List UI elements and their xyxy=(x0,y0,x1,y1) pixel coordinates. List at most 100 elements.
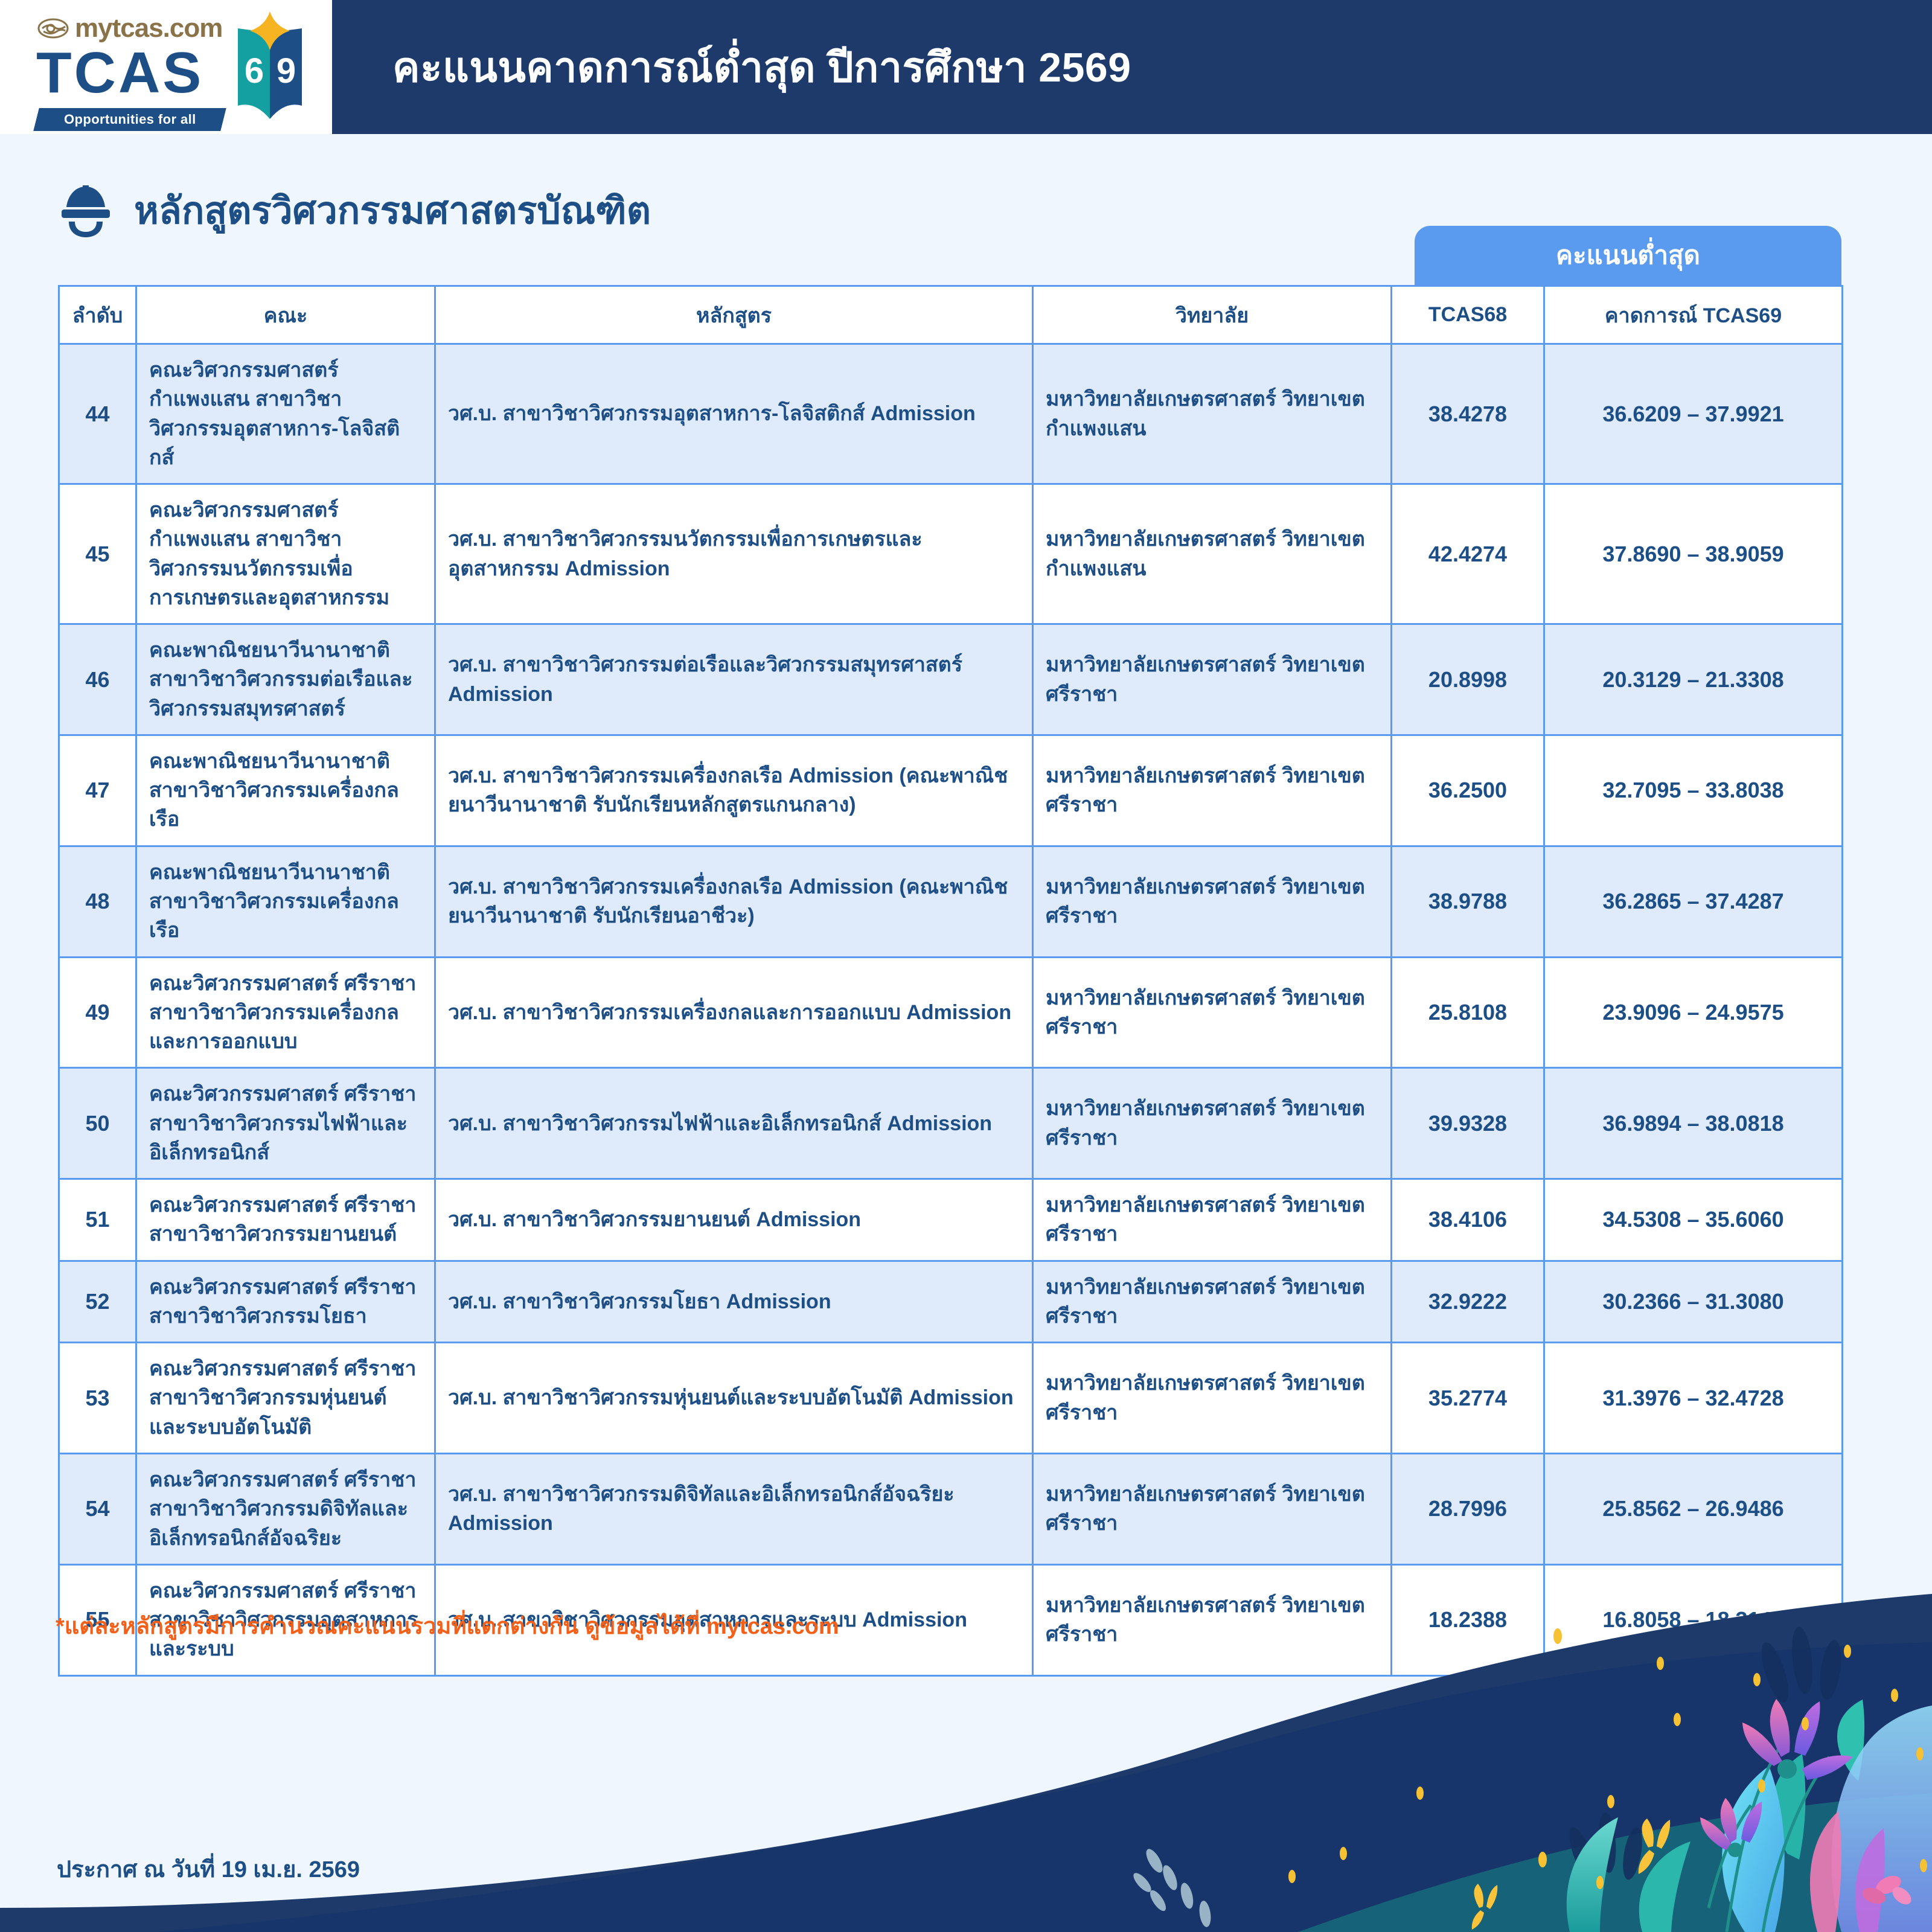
row-tcas69: 30.2366 – 31.3080 xyxy=(1543,1259,1843,1344)
row-order: 53 xyxy=(58,1342,137,1454)
row-faculty: คณะพาณิชยนาวีนานาชาติ สาขาวิชาวิศวกรรมต่… xyxy=(135,623,436,736)
table-row: 48 คณะพาณิชยนาวีนานาชาติ สาขาวิชาวิศวกรรม… xyxy=(58,845,1843,958)
col-header-order: ลำดับ xyxy=(58,285,137,345)
tcas-tagline-ribbon: Opportunities for all xyxy=(33,108,226,131)
table-row: 50 คณะวิศวกรรมศาสตร์ ศรีราชา สาขาวิชาวิศว… xyxy=(58,1067,1843,1180)
row-tcas68: 18.2388 xyxy=(1390,1563,1545,1677)
section-title-text: หลักสูตรวิศวกรรมศาสตรบัณฑิต xyxy=(134,190,651,232)
mytcas-eye-icon xyxy=(37,18,69,39)
row-order: 51 xyxy=(58,1178,137,1262)
tcas-wordmark-text: TCAS xyxy=(36,40,204,105)
col-header-program: หลักสูตร xyxy=(434,285,1034,345)
row-program: วศ.บ. สาขาวิชาวิศวกรรมโยธา Admission xyxy=(434,1259,1034,1344)
row-tcas68: 38.4278 xyxy=(1390,342,1545,485)
row-program: วศ.บ. สาขาวิชาวิศวกรรมดิจิทัลและอิเล็กทร… xyxy=(434,1452,1034,1566)
table-row: 44 คณะวิศวกรรมศาสตร์ กำแพงแสน สาขาวิชาวิศ… xyxy=(58,342,1843,485)
row-order: 45 xyxy=(58,483,137,625)
col-header-university: วิทยาลัย xyxy=(1032,285,1392,345)
row-tcas68: 32.9222 xyxy=(1390,1259,1545,1344)
page-title: คะแนนคาดการณ์ต่ำสุด ปีการศึกษา 2569 xyxy=(392,45,1131,91)
row-university: มหาวิทยาลัยเกษตรศาสตร์ วิทยาเขตศรีราชา xyxy=(1032,845,1392,958)
row-faculty: คณะพาณิชยนาวีนานาชาติ สาขาวิชาวิศวกรรมเค… xyxy=(135,845,436,958)
row-faculty: คณะวิศวกรรมศาสตร์ ศรีราชา สาขาวิชาวิศวกร… xyxy=(135,956,436,1069)
table-head: ลำดับ คณะ หลักสูตร วิทยาลัย TCAS68 คาดกา… xyxy=(58,285,1843,345)
page-header: mytcas.com TCAS Opportunities for all 6 … xyxy=(0,0,1932,134)
min-score-banner-label: คะแนนต่ำสุด xyxy=(1556,241,1700,269)
row-program: วศ.บ. สาขาวิชาวิศวกรรมเครื่องกลเรือ Admi… xyxy=(434,845,1034,958)
table-row: 51 คณะวิศวกรรมศาสตร์ ศรีราชา สาขาวิชาวิศว… xyxy=(58,1178,1843,1262)
row-tcas69: 25.8562 – 26.9486 xyxy=(1543,1452,1843,1566)
row-program: วศ.บ. สาขาวิชาวิศวกรรมต่อเรือและวิศวกรรม… xyxy=(434,623,1034,736)
row-order: 50 xyxy=(58,1067,137,1180)
row-tcas68: 39.9328 xyxy=(1390,1067,1545,1180)
tcas-tagline: Opportunities for all xyxy=(63,112,196,127)
table-row: 47 คณะพาณิชยนาวีนานาชาติ สาขาวิชาวิศวกรรม… xyxy=(58,734,1843,847)
row-order: 44 xyxy=(58,342,137,485)
row-faculty: คณะวิศวกรรมศาสตร์ ศรีราชา สาขาวิชาวิศวกร… xyxy=(135,1259,436,1344)
row-tcas68: 28.7996 xyxy=(1390,1452,1545,1566)
col-header-tcas68: TCAS68 xyxy=(1390,285,1545,345)
row-tcas68: 35.2774 xyxy=(1390,1342,1545,1454)
row-program: วศ.บ. สาขาวิชาวิศวกรรมเครื่องกลเรือ Admi… xyxy=(434,734,1034,847)
scores-table: ลำดับ คณะ หลักสูตร วิทยาลัย TCAS68 คาดกา… xyxy=(58,285,1843,1677)
row-order: 49 xyxy=(58,956,137,1069)
row-faculty: คณะพาณิชยนาวีนานาชาติ สาขาวิชาวิศวกรรมเค… xyxy=(135,734,436,847)
row-program: วศ.บ. สาขาวิชาวิศวกรรมอุตสาหการ-โลจิสติก… xyxy=(434,342,1034,485)
row-university: มหาวิทยาลัยเกษตรศาสตร์ วิทยาเขตศรีราชา xyxy=(1032,1563,1392,1677)
engineer-helmet-icon xyxy=(62,185,110,237)
row-faculty: คณะวิศวกรรมศาสตร์ ศรีราชา สาขาวิชาวิศวกร… xyxy=(135,1067,436,1180)
row-university: มหาวิทยาลัยเกษตรศาสตร์ วิทยาเขตศรีราชา xyxy=(1032,1178,1392,1262)
row-program: วศ.บ. สาขาวิชาวิศวกรรมนวัตกรรมเพื่อการเก… xyxy=(434,483,1034,625)
row-tcas69: 16.8058 – 18.3140 xyxy=(1543,1563,1843,1677)
row-university: มหาวิทยาลัยเกษตรศาสตร์ วิทยาเขตศรีราชา xyxy=(1032,623,1392,736)
row-tcas68: 38.9788 xyxy=(1390,845,1545,958)
row-faculty: คณะวิศวกรรมศาสตร์ ศรีราชา สาขาวิชาวิศวกร… xyxy=(135,1178,436,1262)
row-tcas69: 36.6209 – 37.9921 xyxy=(1543,342,1843,485)
row-tcas68: 20.8998 xyxy=(1390,623,1545,736)
table-row: 53 คณะวิศวกรรมศาสตร์ ศรีราชา สาขาวิชาวิศว… xyxy=(58,1342,1843,1454)
table-row: 45 คณะวิศวกรรมศาสตร์ กำแพงแสน สาขาวิชาวิศ… xyxy=(58,483,1843,625)
row-faculty: คณะวิศวกรรมศาสตร์ กำแพงแสน สาขาวิชาวิศวก… xyxy=(135,483,436,625)
table-row: 46 คณะพาณิชยนาวีนานาชาติ สาขาวิชาวิศวกรรม… xyxy=(58,623,1843,736)
table-body: 44 คณะวิศวกรรมศาสตร์ กำแพงแสน สาขาวิชาวิศ… xyxy=(58,342,1843,1677)
publish-date: ประกาศ ณ วันที่ 19 เม.ย. 2569 xyxy=(57,1857,360,1882)
row-tcas68: 38.4106 xyxy=(1390,1178,1545,1262)
row-tcas69: 20.3129 – 21.3308 xyxy=(1543,623,1843,736)
row-university: มหาวิทยาลัยเกษตรศาสตร์ วิทยาเขตศรีราชา xyxy=(1032,956,1392,1069)
tcas-wordmark: TCAS xyxy=(36,44,203,102)
section-heading: หลักสูตรวิศวกรรมศาสตรบัณฑิต xyxy=(58,181,651,240)
row-university: มหาวิทยาลัยเกษตรศาสตร์ วิทยาเขตศรีราชา xyxy=(1032,1067,1392,1180)
table-row: 49 คณะวิศวกรรมศาสตร์ ศรีราชา สาขาวิชาวิศว… xyxy=(58,956,1843,1069)
footnote-text: *แต่ละหลักสูตรมีการคำนวณคะแนนรวมที่แตกต่… xyxy=(56,1614,839,1639)
table-header-row: ลำดับ คณะ หลักสูตร วิทยาลัย TCAS68 คาดกา… xyxy=(58,285,1843,345)
row-tcas68: 42.4274 xyxy=(1390,483,1545,625)
row-order: 48 xyxy=(58,845,137,958)
logo-area: mytcas.com TCAS Opportunities for all 6 … xyxy=(0,0,332,134)
tcas-year-badge-icon: 6 9 xyxy=(238,11,302,119)
row-order: 47 xyxy=(58,734,137,847)
row-faculty: คณะวิศวกรรมศาสตร์ กำแพงแสน สาขาวิชาวิศวก… xyxy=(135,342,436,485)
row-university: มหาวิทยาลัยเกษตรศาสตร์ วิทยาเขตศรีราชา xyxy=(1032,1452,1392,1566)
row-program: วศ.บ. สาขาวิชาวิศวกรรมไฟฟ้าและอิเล็กทรอน… xyxy=(434,1067,1034,1180)
row-faculty: คณะวิศวกรรมศาสตร์ ศรีราชา สาขาวิชาวิศวกร… xyxy=(135,1452,436,1566)
row-tcas69: 31.3976 – 32.4728 xyxy=(1543,1342,1843,1454)
row-faculty: คณะวิศวกรรมศาสตร์ ศรีราชา สาขาวิชาวิศวกร… xyxy=(135,1342,436,1454)
row-program: วศ.บ. สาขาวิชาวิศวกรรมหุ่นยนต์และระบบอัต… xyxy=(434,1342,1034,1454)
col-header-faculty: คณะ xyxy=(135,285,436,345)
row-university: มหาวิทยาลัยเกษตรศาสตร์ วิทยาเขตศรีราชา xyxy=(1032,1259,1392,1344)
row-tcas69: 36.9894 – 38.0818 xyxy=(1543,1067,1843,1180)
row-tcas69: 23.9096 – 24.9575 xyxy=(1543,956,1843,1069)
row-program: วศ.บ. สาขาวิชาวิศวกรรมเครื่องกลและการออก… xyxy=(434,956,1034,1069)
mytcas-logo: mytcas.com xyxy=(37,13,223,43)
row-order: 46 xyxy=(58,623,137,736)
row-program: วศ.บ. สาขาวิชาวิศวกรรมยานยนต์ Admission xyxy=(434,1178,1034,1262)
row-university: มหาวิทยาลัยเกษตรศาสตร์ วิทยาเขตศรีราชา xyxy=(1032,1342,1392,1454)
row-tcas69: 36.2865 – 37.4287 xyxy=(1543,845,1843,958)
table-row: 54 คณะวิศวกรรมศาสตร์ ศรีราชา สาขาวิชาวิศว… xyxy=(58,1452,1843,1566)
table-row: 52 คณะวิศวกรรมศาสตร์ ศรีราชา สาขาวิชาวิศว… xyxy=(58,1259,1843,1344)
row-university: มหาวิทยาลัยเกษตรศาสตร์ วิทยาเขตศรีราชา xyxy=(1032,734,1392,847)
row-tcas69: 37.8690 – 38.9059 xyxy=(1543,483,1843,625)
row-tcas69: 32.7095 – 33.8038 xyxy=(1543,734,1843,847)
mytcas-wordmark: mytcas.com xyxy=(75,13,223,43)
row-order: 54 xyxy=(58,1452,137,1566)
